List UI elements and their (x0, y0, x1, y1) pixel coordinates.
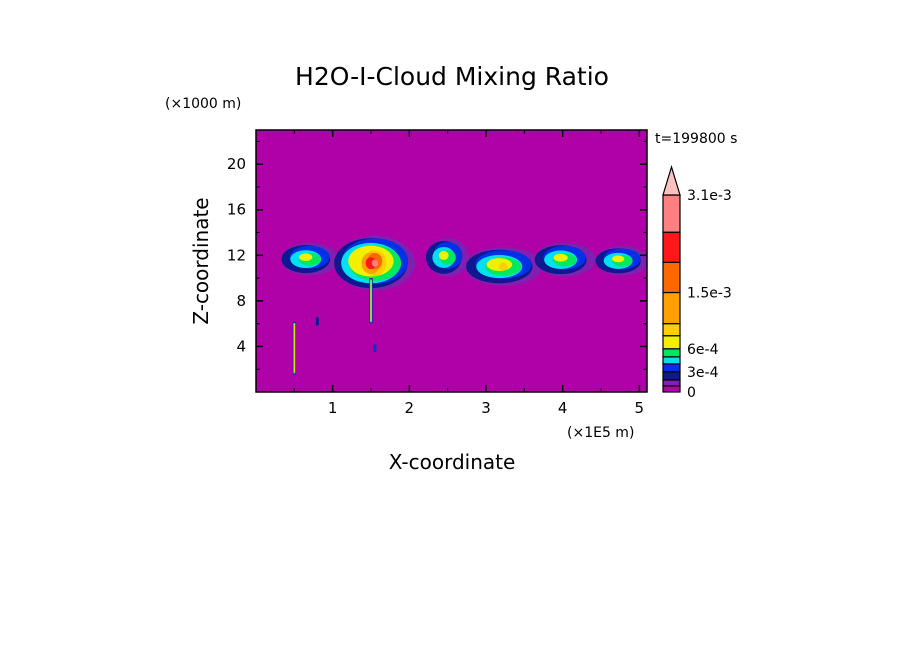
colorbar-tick-label: 0 (687, 385, 696, 401)
colorbar-band-5 (662, 348, 681, 358)
x-tick-label: 3 (481, 399, 491, 417)
colorbar-band-9 (662, 261, 681, 294)
plot-frame (255, 129, 648, 393)
colorbar-band-0 (662, 385, 681, 393)
cloud-cell-2-level-6 (438, 250, 449, 260)
colorbar-band-4 (662, 356, 681, 365)
contour-fill (281, 235, 647, 375)
time-label: t=199800 s (655, 131, 737, 147)
colorbar-band-1 (662, 379, 681, 387)
cloud-cell-3-level-6 (486, 258, 513, 272)
cloud-cell-4-level-6 (553, 253, 568, 262)
colorbar-tick-label: 3e-4 (687, 365, 719, 381)
colorbar-band-2 (662, 371, 681, 381)
colorbar-band-8 (662, 291, 681, 325)
streak-3-level-3 (373, 345, 377, 352)
cloud-cell-5-level-6 (611, 255, 625, 263)
x-axis-label: X-coordinate (389, 450, 516, 474)
x-tick-label: 4 (558, 399, 568, 417)
colorbar-band-6 (662, 335, 681, 350)
y-axis-label: Z-coordinate (189, 197, 213, 324)
y-tick-label: 16 (227, 201, 246, 219)
colorbar-band-7 (662, 323, 681, 337)
streak-0-level-7 (370, 281, 372, 321)
y-tick-label: 4 (236, 337, 246, 355)
x-tick-label: 5 (635, 399, 645, 417)
x-tick-label: 1 (328, 399, 338, 417)
colorbar-extend-triangle (662, 164, 681, 196)
x-tick-label: 2 (405, 399, 415, 417)
cloud-cell-3-level-7 (498, 262, 508, 271)
chart-title: H2O-I-Cloud Mixing Ratio (295, 62, 609, 91)
colorbar-tick-label: 1.5e-3 (687, 285, 732, 301)
y-unit-label: (×1000 m) (165, 96, 241, 112)
y-tick-label: 8 (236, 292, 246, 310)
y-tick-label: 12 (227, 246, 246, 264)
y-tick-label: 20 (227, 155, 246, 173)
cloud-cell-1-level-11 (371, 259, 379, 267)
streak-2-level-2 (315, 317, 319, 326)
cloud-cell-0-level-6 (299, 253, 313, 261)
streak-1-level-6 (293, 323, 295, 373)
colorbar: 0 3e-4 6e-4 1.5e-3 3.1e-3 (662, 164, 732, 401)
colorbar-tick-label: 3.1e-3 (687, 188, 732, 204)
colorbar-band-11 (662, 194, 681, 233)
colorbar-band-3 (662, 363, 681, 373)
plot-area (256, 130, 647, 392)
x-unit-label: (×1E5 m) (567, 425, 634, 441)
colorbar-band-10 (662, 231, 681, 263)
colorbar-tick-label: 6e-4 (687, 342, 719, 358)
